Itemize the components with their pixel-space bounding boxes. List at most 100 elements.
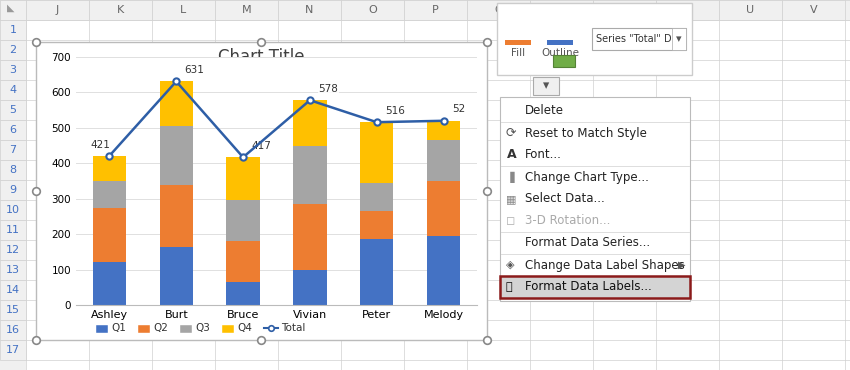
Text: 3-D Rotation...: 3-D Rotation... — [525, 215, 610, 228]
Bar — [719, 0, 782, 20]
Text: Change Chart Type...: Change Chart Type... — [525, 171, 649, 184]
Bar — [0, 0, 850, 20]
Bar — [672, 28, 686, 50]
Bar — [293, 145, 326, 204]
Bar — [93, 181, 126, 208]
Text: T: T — [684, 5, 691, 15]
Bar — [593, 0, 656, 20]
Text: ◣: ◣ — [8, 3, 14, 13]
Bar — [497, 3, 692, 75]
Text: P: P — [432, 5, 439, 15]
Text: S: S — [621, 5, 628, 15]
Bar — [0, 20, 26, 370]
Bar — [278, 0, 341, 20]
Text: 417: 417 — [252, 141, 271, 151]
Text: K: K — [116, 5, 124, 15]
Bar — [152, 0, 215, 20]
Bar — [226, 201, 260, 241]
Text: Select Data...: Select Data... — [525, 192, 604, 205]
Bar — [0, 300, 26, 320]
Text: ▦: ▦ — [506, 194, 517, 204]
Bar — [530, 0, 593, 20]
Bar — [89, 0, 152, 20]
Bar — [427, 121, 461, 140]
Bar — [222, 325, 234, 333]
Bar — [505, 40, 531, 45]
Text: 10: 10 — [6, 205, 20, 215]
Bar — [93, 262, 126, 305]
Bar — [360, 211, 394, 239]
Text: 8: 8 — [9, 165, 16, 175]
Text: 516: 516 — [385, 106, 405, 116]
Bar — [293, 100, 326, 145]
Bar — [500, 97, 690, 301]
Text: N: N — [305, 5, 314, 15]
Bar — [160, 185, 193, 246]
Text: Outline: Outline — [541, 48, 579, 58]
Bar — [0, 100, 26, 120]
Text: Chart Title: Chart Title — [218, 48, 305, 66]
Text: Q: Q — [494, 5, 503, 15]
Bar — [656, 0, 719, 20]
Bar — [547, 40, 573, 45]
Bar — [226, 157, 260, 201]
Bar — [360, 239, 394, 305]
Text: Q1: Q1 — [111, 323, 126, 333]
Bar — [26, 0, 89, 20]
Bar — [160, 246, 193, 305]
Bar — [360, 183, 394, 211]
Text: 4: 4 — [9, 85, 16, 95]
Bar — [293, 204, 326, 270]
Bar — [0, 280, 26, 300]
Text: 14: 14 — [6, 285, 20, 295]
Text: 11: 11 — [6, 225, 20, 235]
Text: M: M — [241, 5, 252, 15]
Bar — [226, 241, 260, 282]
Text: 631: 631 — [184, 65, 205, 75]
Bar — [533, 77, 559, 95]
Text: Series "Total" D: Series "Total" D — [596, 34, 672, 44]
Bar — [0, 260, 26, 280]
Bar — [160, 126, 193, 185]
Text: Format Data Labels...: Format Data Labels... — [525, 280, 652, 293]
Bar — [0, 140, 26, 160]
Bar — [592, 28, 686, 50]
Text: Q2: Q2 — [153, 323, 167, 333]
Text: 1: 1 — [9, 25, 16, 35]
Text: 17: 17 — [6, 345, 20, 355]
Text: ▾: ▾ — [677, 34, 682, 44]
Text: Reset to Match Style: Reset to Match Style — [525, 127, 647, 139]
Text: 52: 52 — [452, 104, 465, 114]
Bar — [427, 236, 461, 305]
Text: 12: 12 — [6, 245, 20, 255]
Text: 421: 421 — [90, 139, 110, 149]
Bar — [293, 270, 326, 305]
Bar — [500, 276, 690, 298]
Bar — [404, 0, 467, 20]
Bar — [427, 181, 461, 236]
Text: Format Data Series...: Format Data Series... — [525, 236, 650, 249]
Bar — [93, 156, 126, 181]
Text: ▶: ▶ — [678, 260, 685, 270]
Text: 6: 6 — [9, 125, 16, 135]
Bar — [341, 0, 404, 20]
Text: 13: 13 — [6, 265, 20, 275]
Text: Change Data Label Shapes: Change Data Label Shapes — [525, 259, 685, 272]
Text: 9: 9 — [9, 185, 16, 195]
Bar — [0, 220, 26, 240]
Bar — [0, 120, 26, 140]
Text: L: L — [180, 5, 187, 15]
Bar — [0, 20, 26, 40]
Bar — [0, 80, 26, 100]
Text: O: O — [368, 5, 377, 15]
Text: U: U — [746, 5, 755, 15]
Text: Total: Total — [281, 323, 305, 333]
Bar — [0, 240, 26, 260]
Bar — [0, 200, 26, 220]
Text: Q4: Q4 — [237, 323, 252, 333]
Bar — [180, 325, 192, 333]
Text: 15: 15 — [6, 305, 20, 315]
Bar — [96, 325, 108, 333]
Text: 3: 3 — [9, 65, 16, 75]
Bar — [160, 81, 193, 126]
